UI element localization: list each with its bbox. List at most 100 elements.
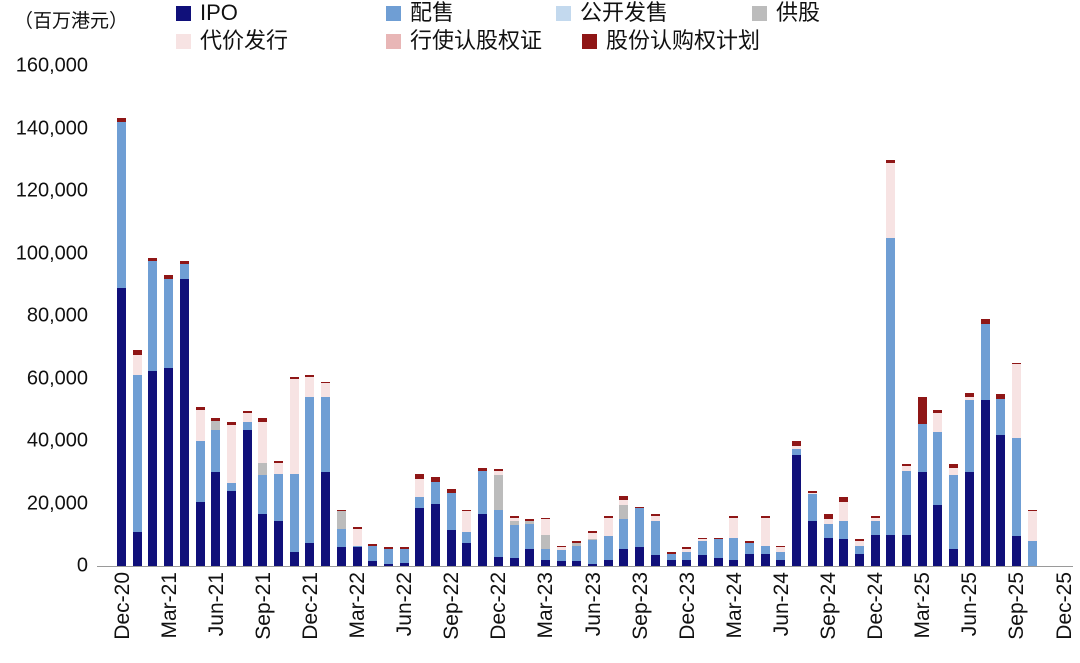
bar-Dec-20[interactable] [117,117,126,566]
bar-Dec-21[interactable] [305,375,315,566]
bar-segment-IPO [588,563,597,566]
bar-Jan-21[interactable] [132,350,142,566]
x-tick-label: Dec-21 [298,572,322,640]
bar-May-24[interactable] [760,516,770,566]
bar-Sep-23[interactable] [635,506,645,566]
bar-Nov-21[interactable] [289,376,299,566]
bar-Jul-23[interactable] [603,516,613,566]
bar-Oct-21[interactable] [274,461,283,566]
bar-segment-配售 [792,448,802,456]
bar-Dec-22[interactable] [493,469,503,566]
legend-item-1[interactable]: IPO [176,2,386,24]
bar-segment-IPO [964,472,974,566]
legend-item-7[interactable]: 股份认购权计划 [582,30,812,52]
legend-item-6[interactable]: 行使认股权证 [386,30,582,52]
bar-segment-代价发行 [603,517,613,537]
bar-Apr-22[interactable] [368,544,378,566]
bar-May-22[interactable] [383,546,393,566]
bar-Apr-23[interactable] [556,545,566,566]
bar-segment-IPO [556,561,566,566]
bar-Apr-25[interactable] [933,409,943,566]
bar-Oct-25[interactable] [1027,509,1037,566]
bar-May-21[interactable] [195,406,205,566]
bar-Jun-23[interactable] [588,531,597,566]
x-tick-label: Dec-20 [110,572,134,640]
bar-segment-IPO [164,367,174,566]
bar-Aug-23[interactable] [619,495,629,566]
bar-Jan-25[interactable] [886,159,896,566]
bar-segment-配售 [807,494,817,521]
bar-segment-配售 [509,525,519,559]
bar-Sep-22[interactable] [446,489,456,566]
bar-Jan-24[interactable] [697,537,707,566]
bar-segment-配售 [1027,541,1037,566]
legend-item-3[interactable]: 公开发售 [556,2,752,24]
bar-Jun-24[interactable] [776,545,786,566]
bar-Mar-22[interactable] [352,526,362,566]
bar-Nov-23[interactable] [666,551,676,566]
bar-Mar-21[interactable] [164,275,174,566]
x-tick-label: Jun-22 [393,572,417,637]
bar-segment-代价发行 [321,383,331,398]
bar-Nov-24[interactable] [854,539,864,566]
bar-segment-股份认购权计划 [525,519,535,521]
bar-Feb-21[interactable] [148,258,158,566]
bar-segment-IPO [697,555,707,566]
bar-May-25[interactable] [949,464,959,566]
y-tick-label: 140,000 [15,117,88,139]
bar-Jul-22[interactable] [415,473,425,566]
bar-Aug-25[interactable] [996,394,1006,566]
bar-Dec-24[interactable] [870,516,880,566]
bar-segment-IPO [760,553,770,566]
bar-Mar-24[interactable] [729,516,739,566]
legend-item-2[interactable]: 配售 [386,2,556,24]
bar-segment-配售 [383,548,393,565]
bar-Feb-24[interactable] [713,537,723,566]
bar-segment-配售 [996,398,1006,435]
bar-Aug-24[interactable] [807,491,817,566]
bar-Jun-22[interactable] [399,547,409,566]
bar-May-23[interactable] [572,541,582,566]
bar-Aug-22[interactable] [431,476,440,566]
bar-Mar-23[interactable] [540,517,550,566]
bar-Apr-21[interactable] [179,261,189,566]
bar-Nov-22[interactable] [478,467,488,566]
legend-swatch-icon [386,33,401,49]
bar-Jul-24[interactable] [792,441,802,566]
bar-segment-代价发行 [226,425,236,484]
bar-segment-股份认购权计划 [195,406,205,410]
bar-segment-股份认购权计划 [870,516,880,518]
bar-Sep-24[interactable] [823,514,833,566]
bar-Sep-21[interactable] [258,417,268,566]
legend-item-5[interactable]: 代价发行 [176,30,386,52]
bar-Jan-23[interactable] [509,516,519,566]
x-tick-label: Sep-25 [1005,572,1029,640]
bar-Jul-21[interactable] [226,422,236,566]
bar-Jul-25[interactable] [980,319,990,566]
bar-Aug-21[interactable] [242,411,252,566]
bar-Oct-24[interactable] [839,497,849,566]
bar-segment-代价发行 [902,466,911,471]
bar-Jan-22[interactable] [321,381,331,566]
bar-segment-IPO [399,562,409,566]
legend-label: 代价发行 [200,28,289,53]
bar-segment-配售 [399,548,409,563]
bar-segment-股份认购权计划 [540,517,550,520]
bar-Dec-23[interactable] [682,547,692,566]
bar-Jun-25[interactable] [964,392,974,566]
legend-item-4[interactable]: 供股 [752,2,872,24]
bar-Feb-22[interactable] [336,509,346,566]
bar-segment-股份认购权计划 [226,422,236,426]
bar-segment-配售 [854,545,864,554]
bar-Feb-25[interactable] [902,464,911,566]
bar-segment-配售 [117,122,126,288]
bar-Jun-21[interactable] [211,417,221,566]
bar-Apr-24[interactable] [745,541,754,566]
bar-segment-供股 [336,511,346,529]
bar-segment-股份认购权计划 [635,506,645,509]
bar-Feb-23[interactable] [525,519,535,566]
bar-Oct-23[interactable] [650,514,660,566]
bar-Sep-25[interactable] [1011,362,1021,566]
bar-Oct-22[interactable] [462,509,472,566]
bar-Mar-25[interactable] [917,397,927,566]
